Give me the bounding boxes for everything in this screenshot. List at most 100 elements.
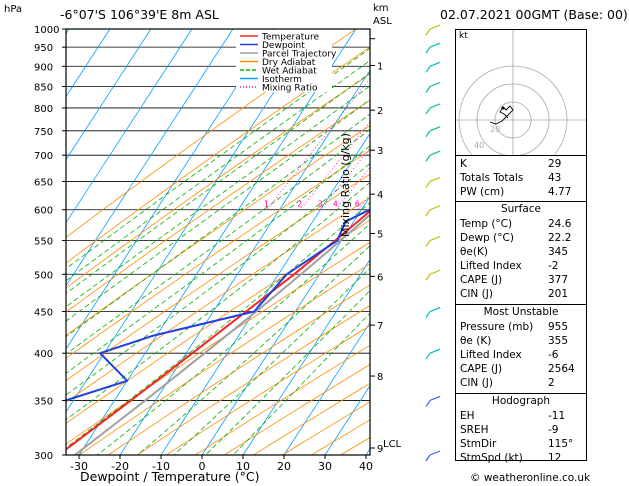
datetime-title: 02.07.2021 00GMT (Base: 00) — [440, 7, 628, 22]
wind-barb — [425, 130, 431, 138]
index-row-k: K 29 — [460, 158, 562, 170]
surface-row: Dewp (°C) 22.2 — [460, 232, 572, 244]
legend-label: Dewpoint — [262, 41, 305, 51]
storm-motion-marker — [501, 106, 505, 110]
isotherm-line — [160, 132, 370, 455]
hpa-label: hPa — [4, 4, 23, 15]
legend-label: Temperature — [261, 33, 319, 43]
x-axis-label: Dewpoint / Temperature (°C) — [80, 469, 260, 484]
mu-row: Pressure (mb) 955 — [460, 321, 569, 333]
footer-credit[interactable]: © weatheronline.co.uk — [470, 472, 591, 484]
altitude-tick-label: 9 — [377, 444, 383, 455]
wet-adiabat-line — [137, 245, 370, 455]
isotherm-line — [66, 29, 193, 224]
km-label: km — [373, 3, 389, 14]
pressure-tick-label: 900 — [34, 62, 53, 73]
altitude-tick-label: 4 — [377, 190, 383, 201]
wind-barb — [429, 235, 441, 242]
altitude-tick-label: 5 — [377, 230, 383, 241]
wet-adiabat-line — [97, 223, 370, 455]
hodograph-title: Hodograph — [491, 395, 551, 407]
index-row-pw: PW (cm) 4.77 — [460, 186, 572, 198]
wind-barb — [429, 176, 441, 182]
mixing-ratio-axis-label: Mixing Ratio (g/kg) — [339, 133, 352, 237]
hodograph-unit: kt — [459, 31, 468, 41]
isotherm-line — [242, 258, 370, 455]
pressure-tick-label: 300 — [34, 451, 53, 462]
dry-adiabat-line — [166, 325, 370, 455]
wet-adiabat-line — [173, 267, 370, 455]
mixing-ratio-tick-label: 3 — [318, 200, 323, 209]
hodograph-ring-label: 20 — [490, 125, 500, 134]
wet-adiabat-line — [66, 113, 370, 338]
wind-barb — [425, 240, 431, 247]
legend-label: Isotherm — [262, 75, 302, 85]
isotherm-line — [283, 321, 370, 455]
wind-barb — [425, 454, 431, 462]
mixing-ratio-tick-label: 6 — [355, 200, 360, 209]
wet-adiabat-line — [66, 59, 370, 282]
pressure-tick-label: 750 — [34, 127, 53, 138]
wind-barb — [429, 450, 441, 456]
temperature-tick-label: 30 — [318, 460, 332, 473]
wet-adiabat-line — [66, 47, 370, 270]
hodo-row: SREH -9 — [460, 424, 559, 436]
temperature-tick-label: 20 — [277, 460, 291, 473]
pressure-tick-label: 400 — [34, 349, 53, 360]
isotherm-line — [119, 69, 370, 455]
asl-label: ASL — [373, 16, 392, 27]
mixing-ratio-tick-label: 4 — [333, 200, 338, 209]
isotherm-line — [78, 29, 357, 455]
dry-adiabat-line — [66, 125, 370, 336]
temperature-line — [66, 209, 370, 451]
pressure-tick-label: 1000 — [34, 25, 59, 36]
dry-adiabat-line — [66, 196, 370, 403]
hodo-row: EH -11 — [460, 410, 566, 422]
isotherm-line — [201, 195, 370, 455]
altitude-tick-label: 2 — [377, 106, 383, 117]
hodograph-trace — [489, 105, 514, 125]
mixing-ratio-tick-label: 2 — [297, 200, 302, 209]
plot-frame — [65, 28, 371, 456]
wet-adiabat-line — [66, 145, 370, 374]
wind-barb — [425, 107, 431, 115]
temperature-tick-label: 0 — [199, 460, 206, 473]
temperature-tick-label: 10 — [236, 460, 250, 473]
wind-barb — [429, 24, 441, 30]
dry-adiabat-line — [66, 149, 370, 359]
dry-adiabat-line — [66, 219, 370, 424]
temperature-tick-label: 40 — [359, 460, 373, 473]
wind-barb — [429, 42, 441, 48]
altitude-tick-label: 3 — [377, 146, 383, 157]
mu-row: CIN (J) 2 — [460, 377, 555, 389]
axis-ticks: 3003504004505005506006507007508008509009… — [34, 25, 383, 473]
altitude-tick-label: 6 — [377, 272, 383, 283]
mu-row: θe (K) 355 — [460, 335, 569, 347]
mixing-ratio-tick-label: 1 — [264, 200, 269, 209]
wind-barb — [429, 103, 441, 109]
hodograph-ring-label: 40 — [474, 141, 484, 150]
temperature-tick-label: -20 — [111, 460, 129, 473]
pressure-tick-label: 700 — [34, 151, 53, 162]
hodo-row: StmSpd (kt) 12 — [460, 452, 562, 464]
surface-title: Surface — [500, 203, 541, 215]
mu-row: Lifted Index -6 — [460, 349, 559, 361]
wind-barb — [425, 311, 431, 318]
wind-barb — [429, 395, 441, 402]
dry-adiabat-line — [66, 173, 370, 382]
wind-barb — [429, 150, 441, 156]
wet-adiabat-line — [66, 99, 370, 322]
wind-barb — [429, 269, 441, 275]
wind-barb — [425, 46, 431, 54]
wind-barb — [429, 126, 441, 132]
hodo-row: StmDir 115° — [460, 438, 574, 450]
pressure-tick-label: 650 — [34, 177, 53, 188]
legend-label: Parcel Trajectory — [262, 50, 337, 60]
surface-row: Temp (°C) 24.6 — [460, 218, 572, 230]
temperature-tick-label: -10 — [152, 460, 170, 473]
altitude-tick-label: 1 — [377, 61, 383, 72]
wind-barb — [429, 61, 441, 67]
altitude-tick-label: 8 — [377, 372, 383, 383]
pressure-tick-label: 350 — [34, 396, 53, 407]
